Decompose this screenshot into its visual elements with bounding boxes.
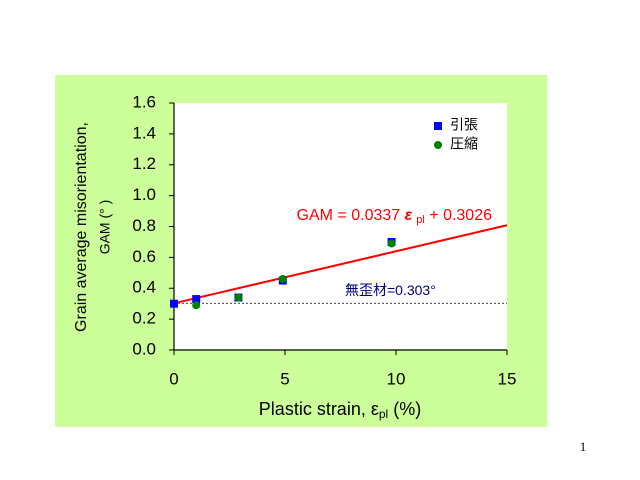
- page-number: 1: [580, 439, 587, 454]
- y-axis-label: Grain average misorientation,: [73, 122, 90, 332]
- x-axis-label-tail: (%): [388, 399, 421, 419]
- y-tick-label: 1.6: [132, 92, 156, 111]
- legend-marker: [434, 141, 442, 149]
- x-axis-label: Plastic strain, εpl (%): [259, 399, 421, 421]
- data-point: [278, 274, 287, 283]
- y-tick-label: 0.2: [132, 309, 156, 328]
- y-axis-label: GAM (° ): [97, 200, 113, 255]
- x-tick-label: 10: [387, 369, 406, 388]
- data-point: [234, 293, 243, 302]
- y-tick-label: 0.8: [132, 216, 156, 235]
- fit-equation-symbol: ε: [405, 207, 413, 224]
- fit-equation-sub: pl: [416, 214, 425, 226]
- fit-equation-pre: GAM = 0.0337: [297, 207, 405, 224]
- legend-marker: [434, 122, 442, 130]
- y-tick-label: 0.0: [132, 339, 156, 358]
- data-point: [170, 299, 178, 308]
- fit-equation: GAM = 0.0337 ε pl + 0.3026: [297, 207, 493, 226]
- x-tick-label: 0: [169, 369, 178, 388]
- y-tick-label: 0.6: [132, 247, 156, 266]
- reference-label: 無歪材=0.303°: [345, 282, 436, 298]
- x-tick-label: 5: [280, 369, 289, 388]
- fit-equation-post: + 0.3026: [425, 207, 492, 224]
- x-tick-label: 15: [498, 369, 517, 388]
- y-tick-label: 1.2: [132, 154, 156, 173]
- y-tick-label: 0.4: [132, 278, 156, 297]
- data-point: [192, 295, 201, 304]
- legend-label: 引張: [450, 117, 478, 133]
- legend-label: 圧縮: [450, 136, 478, 152]
- data-point: [387, 239, 396, 248]
- data-point: [192, 301, 201, 310]
- x-axis-label-text: Plastic strain, ε: [259, 399, 379, 419]
- fit-line: [173, 224, 508, 305]
- y-tick-label: 1.0: [132, 185, 156, 204]
- x-axis-label-sub: pl: [379, 407, 388, 421]
- y-tick-label: 1.4: [132, 123, 156, 142]
